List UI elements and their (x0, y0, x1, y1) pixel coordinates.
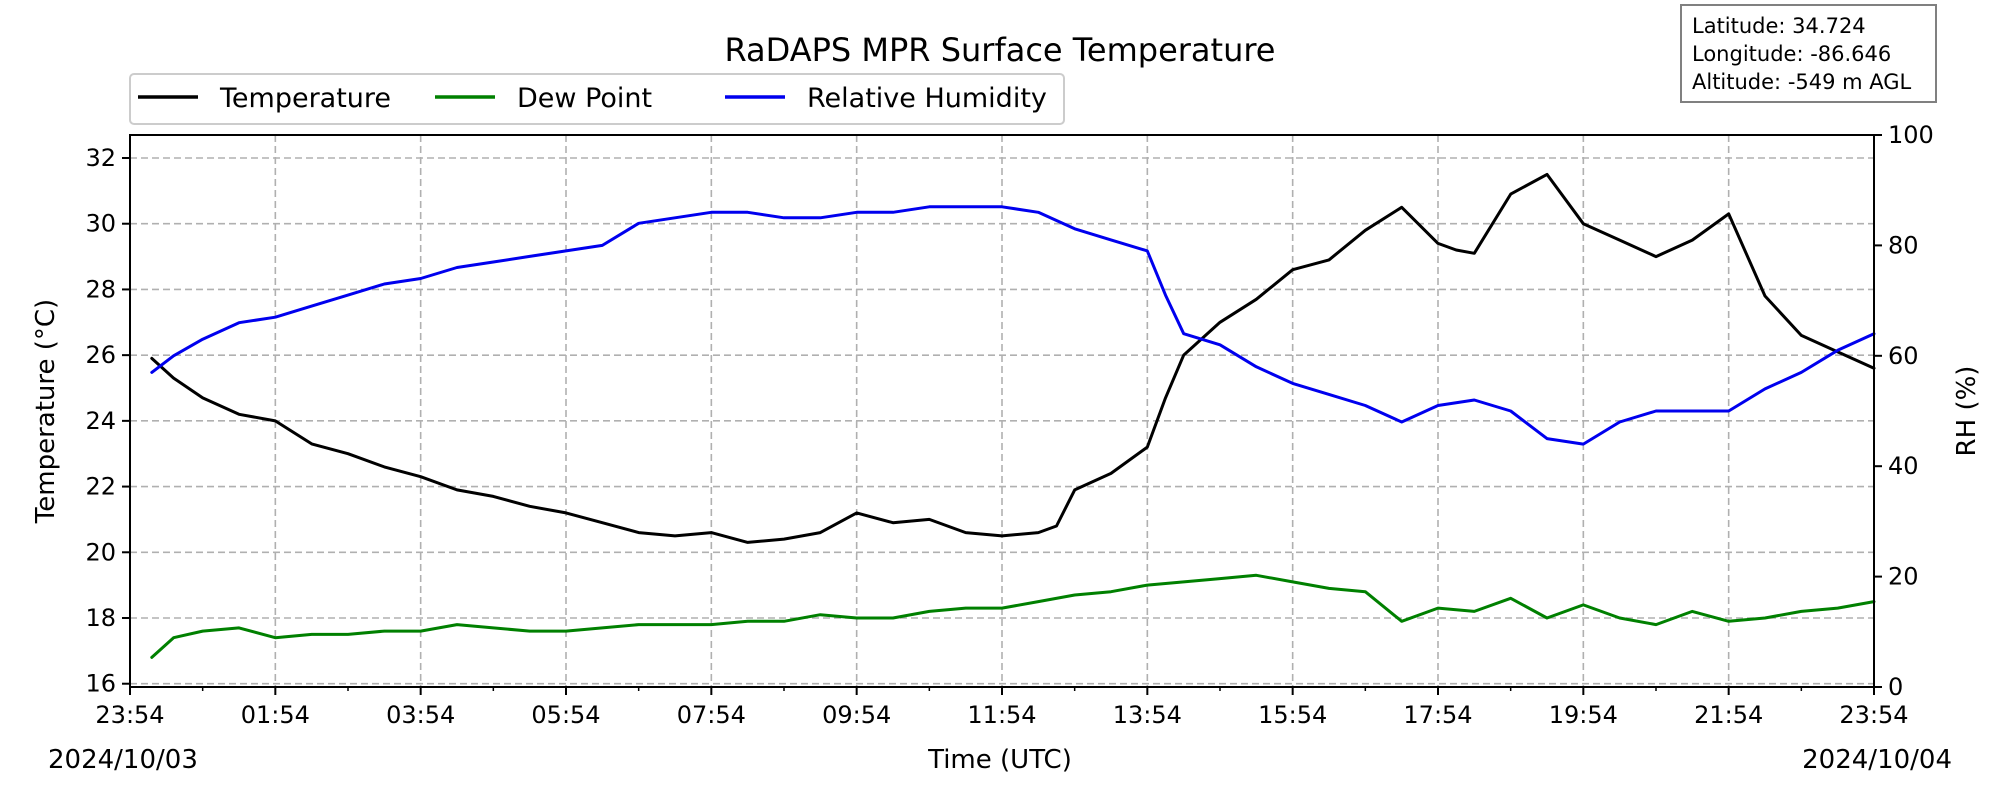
y-tick-label-left: 16 (85, 670, 116, 698)
y-axis-left-label: Temperature (°C) (31, 299, 61, 524)
y-tick-label-left: 20 (85, 538, 116, 566)
y-axis-left: 16 18 20 22 24 26 28 30 32 (85, 144, 130, 698)
info-box: Latitude: 34.724 Longitude: -86.646 Alti… (1680, 4, 1937, 103)
x-tick-label: 23:54 (95, 701, 164, 729)
x-tick-label: 03:54 (386, 701, 455, 729)
x-tick-label: 01:54 (241, 701, 310, 729)
x-tick-label: 05:54 (531, 701, 600, 729)
info-latitude: Latitude: 34.724 (1692, 14, 1866, 38)
y-tick-label-left: 24 (85, 407, 116, 435)
y-axis-right-label: RH (%) (1952, 366, 1982, 457)
chart-title: RaDAPS MPR Surface Temperature (725, 31, 1276, 69)
y-tick-label-left: 32 (85, 144, 116, 172)
y-tick-label-left: 30 (85, 210, 116, 238)
x-tick-label: 11:54 (967, 701, 1036, 729)
legend-label-relative-humidity: Relative Humidity (807, 83, 1047, 114)
series-line-temperature (150, 172, 1876, 544)
info-altitude: Altitude: -549 m AGL (1692, 70, 1912, 94)
y-tick-label-right: 100 (1888, 121, 1934, 149)
x-axis-label: Time (UTC) (927, 745, 1072, 775)
x-tick-label: 23:54 (1839, 701, 1908, 729)
x-axis: 23:54 01:54 03:54 05:54 07:54 09:54 11:54 13:54… (95, 687, 1909, 729)
x-tick-label: 17:54 (1403, 701, 1472, 729)
y-tick-label-right: 60 (1888, 342, 1919, 370)
y-tick-label-right: 40 (1888, 452, 1919, 480)
y-tick-label-left: 28 (85, 275, 116, 303)
date-start-label: 2024/10/03 (48, 745, 198, 775)
y-axis-right: 0 20 40 60 80 100 (1874, 121, 1934, 701)
y-tick-label-right: 0 (1888, 673, 1903, 701)
legend-label-dew-point: Dew Point (517, 83, 652, 114)
y-tick-label-right: 80 (1888, 231, 1919, 259)
y-tick-label-left: 22 (85, 473, 116, 501)
x-tick-label: 19:54 (1549, 701, 1618, 729)
date-end-label: 2024/10/04 (1802, 745, 1952, 775)
x-tick-label: 09:54 (822, 701, 891, 729)
legend: Temperature Dew Point Relative Humidity (129, 73, 1065, 125)
y-tick-label-right: 20 (1888, 563, 1919, 591)
x-tick-label: 13:54 (1113, 701, 1182, 729)
series-line-relative-humidity (150, 205, 1876, 446)
legend-label-temperature: Temperature (219, 83, 391, 114)
info-longitude: Longitude: -86.646 (1692, 42, 1891, 66)
y-tick-label-left: 26 (85, 341, 116, 369)
x-tick-label: 21:54 (1694, 701, 1763, 729)
y-tick-label-left: 18 (85, 604, 116, 632)
x-tick-label: 07:54 (677, 701, 746, 729)
x-tick-label: 15:54 (1258, 701, 1327, 729)
series-line-dew-point (150, 573, 1876, 659)
